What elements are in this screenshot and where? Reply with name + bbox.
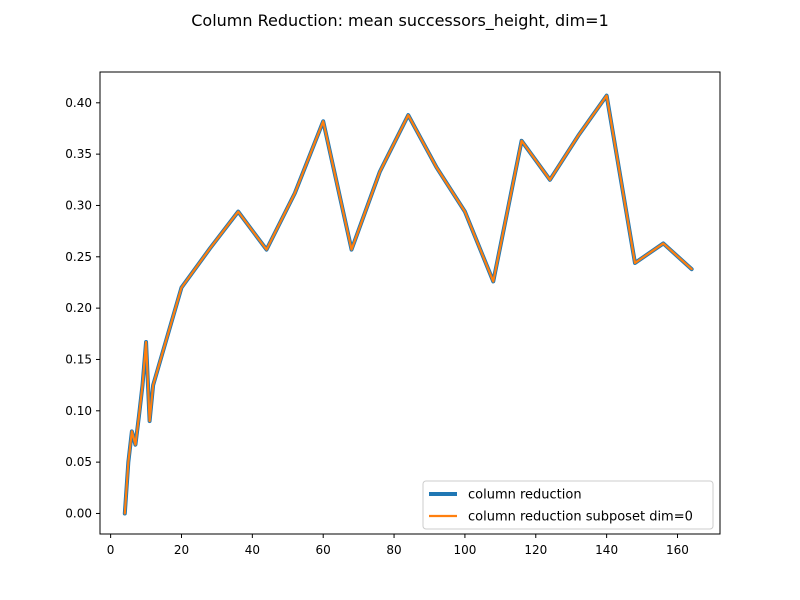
- plot-frame: [99, 71, 721, 535]
- series-layer: [122, 93, 694, 516]
- y-tick-label: 0.00: [65, 506, 92, 520]
- y-tick-label: 0.35: [65, 147, 92, 161]
- x-tick-label: 40: [245, 543, 260, 557]
- y-tick-label: 0.10: [65, 404, 92, 418]
- y-tick-label: 0.30: [65, 198, 92, 212]
- legend-label: column reduction subposet dim=0: [468, 510, 693, 525]
- x-tick-label: 100: [453, 543, 476, 557]
- x-tick-label: 140: [595, 543, 618, 557]
- x-tick-label: 20: [174, 543, 189, 557]
- x-tick-label: 120: [524, 543, 547, 557]
- chart-title: Column Reduction: mean successors_height…: [191, 11, 609, 31]
- x-tick-label: 0: [107, 543, 115, 557]
- y-tick-label: 0.40: [65, 96, 92, 110]
- x-tick-label: 60: [316, 543, 331, 557]
- y-tick-label: 0.05: [65, 455, 92, 469]
- y-tick-label: 0.15: [65, 352, 92, 366]
- y-tick-label: 0.20: [65, 301, 92, 315]
- axes-layer: 0 20 40 60 80 100 120 140 160 0.00 0.05 0.10 0.15 0.2…: [65, 71, 721, 557]
- series-line-column-reduction-subposet-dim-0: [123, 94, 693, 515]
- series-line-column-reduction: [122, 93, 694, 516]
- y-tick-label: 0.25: [65, 250, 92, 264]
- legend: column reduction column reduction subpose…: [422, 480, 714, 530]
- legend-label: column reduction: [468, 488, 582, 503]
- x-tick-label: 160: [666, 543, 689, 557]
- legend-box: [422, 480, 714, 530]
- x-tick-label: 80: [386, 543, 401, 557]
